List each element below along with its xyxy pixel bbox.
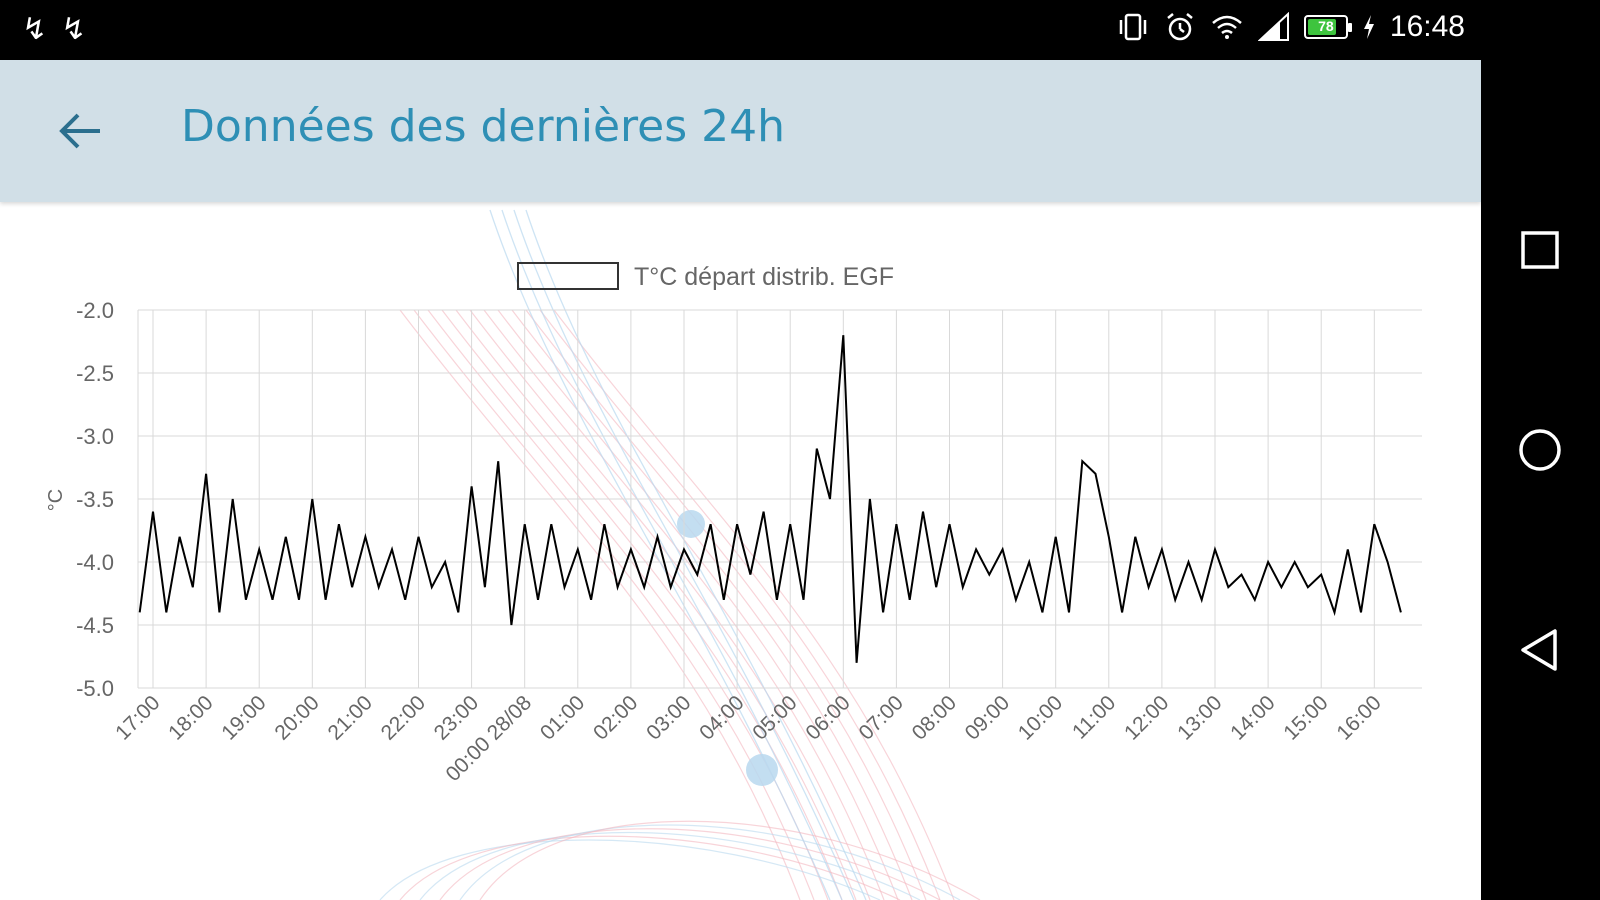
x-tick-label: 02:00 [589, 691, 642, 744]
arrow-left-icon [59, 113, 100, 149]
x-tick-label: 01:00 [536, 691, 589, 744]
x-tick-label: 17:00 [111, 691, 164, 744]
x-tick-label: 12:00 [1120, 691, 1173, 744]
decor-curve [501, 209, 843, 900]
decor-arc [459, 824, 961, 900]
legend-swatch [517, 262, 619, 290]
y-tick-label: -4.0 [76, 550, 114, 575]
x-tick-label: 16:00 [1332, 691, 1385, 744]
chart-grid [137, 309, 1422, 689]
y-tick-label: -2.5 [76, 361, 114, 386]
y-tick-label: -5.0 [76, 676, 114, 701]
y-axis-label: °C [45, 489, 67, 511]
circle-icon [1519, 429, 1561, 471]
legend-label: T°C départ distrib. EGF [634, 263, 894, 291]
decor-dot [746, 754, 778, 786]
page-title: Données des dernières 24h [181, 101, 786, 152]
x-tick-label: 11:00 [1068, 691, 1120, 743]
decor-curve [483, 309, 885, 900]
decor-curve [413, 309, 815, 900]
series-line [138, 335, 1402, 663]
status-left-icons: ↯ ↯ [22, 12, 86, 47]
wifi-icon [1212, 15, 1242, 39]
battery-level: 78 [1318, 18, 1334, 34]
x-tick-label: 15:00 [1279, 691, 1332, 744]
x-tick-label: 19:00 [217, 691, 270, 744]
decor-curve [539, 309, 941, 900]
triangle-left-icon [1521, 629, 1557, 671]
decor-curve [525, 209, 867, 900]
x-tick-label: 08:00 [908, 691, 961, 744]
system-back-button[interactable] [1500, 610, 1580, 690]
app-toolbar: Données des dernières 24h [0, 60, 1481, 202]
decor-curve [511, 309, 913, 900]
signal-icon [1257, 12, 1289, 41]
x-tick-label: 21:00 [324, 691, 377, 744]
app-content: Données des dernières 24h -2.0 -2.5 -3.0 -3… [0, 60, 1481, 900]
battery-icon: 78 [1303, 15, 1352, 39]
home-button[interactable] [1500, 410, 1580, 490]
usb-icon: ↯ [22, 12, 48, 47]
x-tick-label: 09:00 [961, 691, 1014, 744]
square-icon [1521, 231, 1559, 269]
status-clock: 16:48 [1389, 10, 1465, 43]
decor-curve [489, 209, 831, 900]
decor-curve [427, 309, 829, 900]
vibrate-icon [1119, 13, 1147, 41]
x-tick-label: 10:00 [1014, 691, 1067, 744]
y-axis-ticks: -2.0 -2.5 -3.0 -3.5 -4.0 -4.5 -5.0 [76, 298, 114, 701]
x-tick-label: 20:00 [270, 691, 323, 744]
back-button[interactable] [50, 100, 112, 162]
usb-icon: ↯ [61, 12, 87, 47]
x-tick-label: 07:00 [855, 691, 908, 744]
charging-bolt-icon [1363, 15, 1374, 39]
decor-arc [479, 820, 981, 900]
y-tick-label: -3.5 [76, 487, 114, 512]
chart-series [138, 335, 1402, 663]
decor-curve [553, 309, 955, 900]
alarm-icon [1167, 13, 1193, 41]
chart-legend[interactable]: T°C départ distrib. EGF [517, 262, 894, 291]
x-tick-label: 22:00 [377, 691, 430, 744]
decor-curve [399, 309, 801, 900]
decor-curve [525, 309, 927, 900]
decor-arc [419, 831, 921, 900]
temperature-chart: -2.0-2.5-3.0-3.5-4.0-4.5-5.0 17:00 18:00 1… [45, 209, 1422, 900]
background-decoration [379, 209, 981, 900]
status-right-icons: 78 16:48 [1116, 10, 1465, 44]
y-tick-label: -2.0 [76, 298, 114, 323]
decor-curve [513, 209, 855, 900]
decor-dot [677, 510, 705, 538]
decor-arc [439, 828, 941, 900]
decor-curve [441, 309, 843, 900]
x-tick-label: 13:00 [1173, 691, 1226, 744]
decor-curve [455, 309, 857, 900]
decor-arc [399, 835, 901, 900]
x-tick-label: 14:00 [1226, 691, 1279, 744]
navigation-bar [1481, 60, 1600, 900]
y-tick-label: -3.0 [76, 424, 114, 449]
recents-button[interactable] [1500, 210, 1580, 290]
x-tick-label: 18:00 [164, 691, 217, 744]
x-tick-label: 03:00 [642, 691, 695, 744]
status-bar: ↯ ↯ 78 [0, 0, 1600, 60]
decor-curve [469, 309, 871, 900]
decor-arc [379, 839, 881, 900]
y-tick-label: -4.5 [76, 613, 114, 638]
